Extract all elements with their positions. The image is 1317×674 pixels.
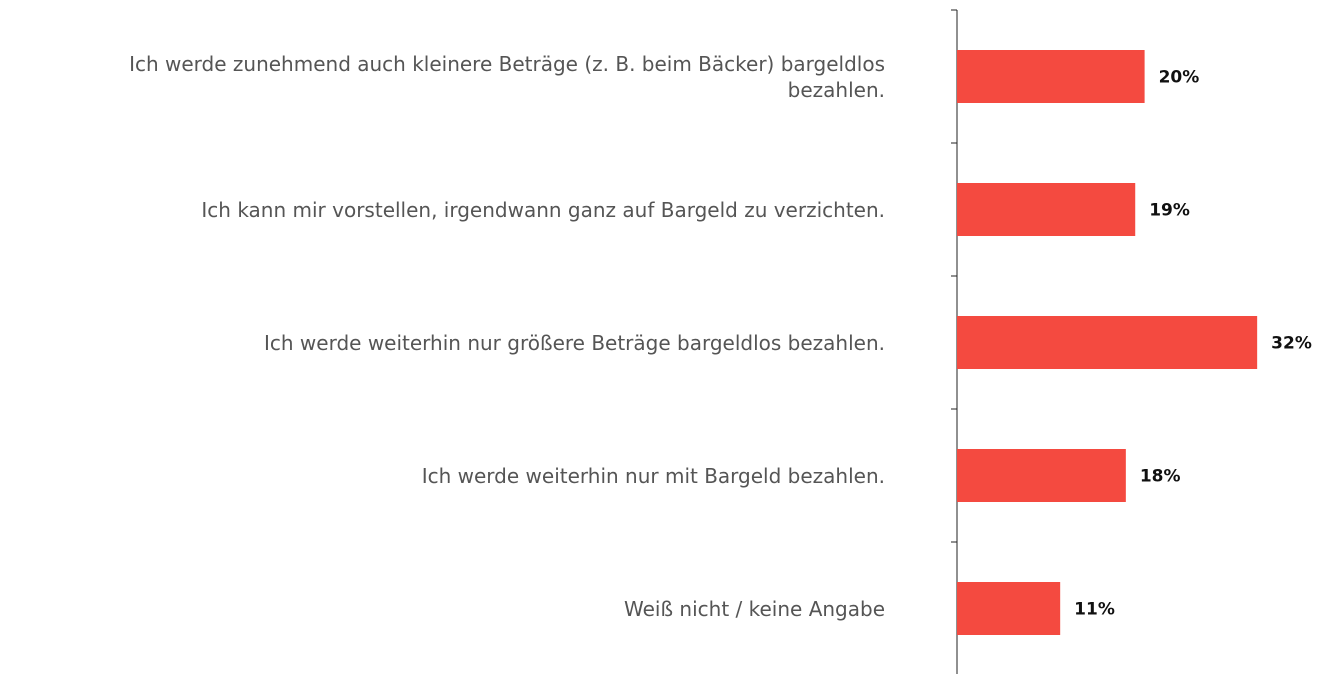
category-label: Ich kann mir vorstellen, irgendwann ganz… (201, 197, 885, 222)
bar (957, 316, 1258, 369)
value-label: 19% (1149, 201, 1190, 221)
bar (957, 449, 1126, 502)
value-label: 32% (1271, 334, 1312, 354)
category-label: Ich werde weiterhin nur größere Beträge … (264, 330, 885, 355)
value-label: 18% (1140, 467, 1181, 487)
value-label: 20% (1159, 68, 1200, 88)
bar (957, 582, 1061, 635)
bar (957, 50, 1145, 103)
value-label: 11% (1074, 600, 1115, 620)
category-label: Weiß nicht / keine Angabe (624, 596, 885, 621)
category-label: Ich werde weiterhin nur mit Bargeld beza… (421, 463, 885, 488)
bar (957, 183, 1136, 236)
category-label: Ich werde zunehmend auch kleinere Beträg… (129, 51, 885, 102)
